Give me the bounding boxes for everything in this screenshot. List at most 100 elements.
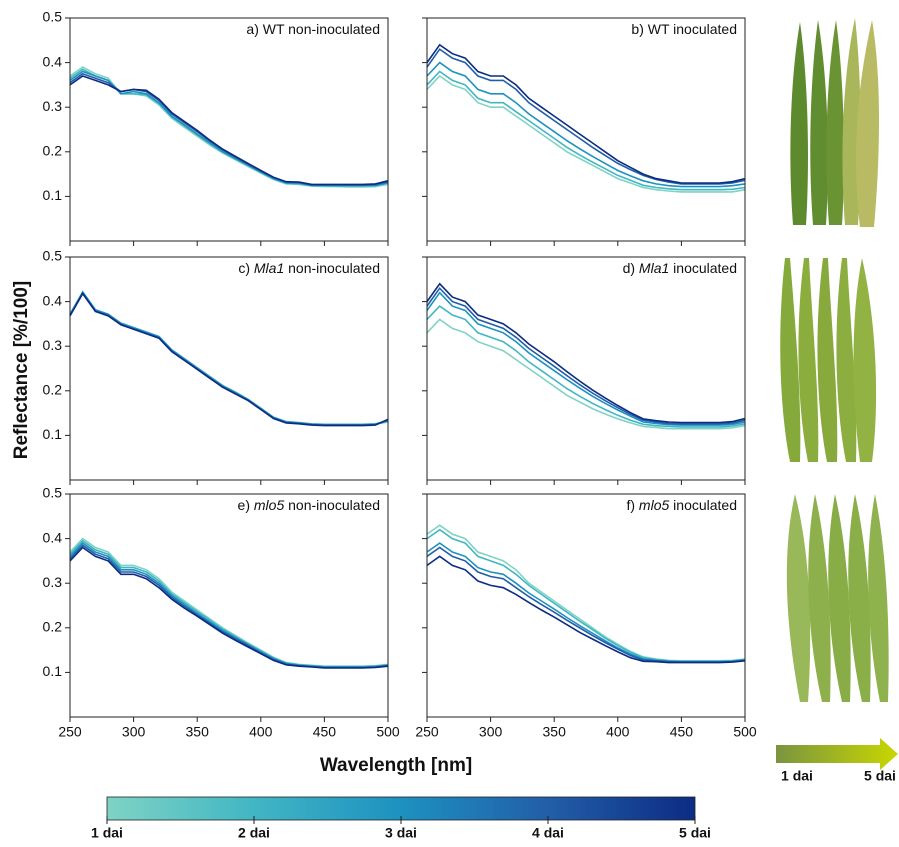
panel-label: e) mlo5 non-inoculated bbox=[238, 497, 380, 513]
colorbar-label: 4 dai bbox=[532, 825, 564, 841]
y-tick-label: 0.4 bbox=[43, 529, 63, 545]
leaf bbox=[842, 18, 861, 225]
leaf bbox=[826, 20, 844, 225]
spectrum-line bbox=[426, 70, 746, 191]
plot-frame bbox=[69, 493, 389, 718]
panel-label-part: non-inoculated bbox=[284, 497, 380, 513]
leaf bbox=[810, 20, 828, 225]
arrow-start-label: 1 dai bbox=[781, 768, 813, 784]
x-tick-label: 400 bbox=[249, 724, 273, 740]
spectrum-line bbox=[69, 546, 389, 669]
colorbar-label: 5 dai bbox=[679, 825, 711, 841]
x-tick-label: 450 bbox=[670, 724, 694, 740]
x-axis-label: Wavelength [nm] bbox=[320, 755, 472, 776]
leaf bbox=[853, 258, 877, 462]
panel-label: a) WT non-inoculated bbox=[246, 21, 380, 37]
spectrum-line bbox=[69, 539, 389, 668]
leaf bbox=[808, 494, 831, 702]
colorbar-label: 2 dai bbox=[238, 825, 270, 841]
plot-frame bbox=[426, 493, 746, 718]
leaf bbox=[828, 494, 851, 702]
y-tick-label: 0.1 bbox=[43, 187, 63, 203]
spectrum-line bbox=[426, 291, 746, 426]
panel-label-part: mlo5 bbox=[639, 497, 670, 513]
leaf bbox=[798, 258, 819, 462]
spectrum-line bbox=[426, 43, 746, 184]
y-tick-label: 0.3 bbox=[43, 337, 63, 353]
leaf bbox=[848, 494, 871, 702]
panel-label-part: c) bbox=[238, 260, 254, 276]
spectrum-line bbox=[426, 555, 746, 664]
spectrum-line bbox=[426, 318, 746, 430]
panel-label-part: mlo5 bbox=[254, 497, 285, 513]
panel-label-part: b) WT inoculated bbox=[631, 21, 737, 37]
y-tick-label: 0.1 bbox=[43, 663, 63, 679]
y-tick-label: 0.3 bbox=[43, 98, 63, 114]
leaf bbox=[790, 22, 808, 225]
spectrum-line bbox=[426, 282, 746, 424]
x-tick-label: 350 bbox=[543, 724, 567, 740]
leaf bbox=[780, 258, 801, 462]
leaves-middle bbox=[780, 258, 877, 462]
panel-label-part: Mla1 bbox=[254, 260, 284, 276]
spectrum-line bbox=[69, 291, 389, 426]
spectrum-line bbox=[69, 537, 389, 667]
x-tick-label: 500 bbox=[376, 724, 400, 740]
x-tick-label: 250 bbox=[58, 724, 82, 740]
leaves-top bbox=[790, 18, 879, 227]
x-tick-label: 300 bbox=[122, 724, 146, 740]
y-tick-label: 0.5 bbox=[43, 248, 63, 264]
spectrum-line bbox=[426, 74, 746, 193]
spectrum-line bbox=[426, 305, 746, 428]
y-tick-label: 0.1 bbox=[43, 426, 63, 442]
spectrum-line bbox=[426, 524, 746, 662]
leaf bbox=[786, 494, 811, 702]
panel-label-part: a) WT non-inoculated bbox=[246, 21, 380, 37]
leaf bbox=[836, 258, 857, 462]
spectrum-line bbox=[426, 286, 746, 425]
y-tick-label: 0.5 bbox=[43, 9, 63, 25]
panel-label: b) WT inoculated bbox=[631, 21, 737, 37]
panel-label-part: non-inoculated bbox=[284, 260, 380, 276]
spectrum-line bbox=[69, 290, 389, 426]
leaf bbox=[856, 20, 879, 227]
y-tick-label: 0.2 bbox=[43, 382, 63, 398]
time-arrow bbox=[776, 738, 898, 770]
colorbar-label: 1 dai bbox=[91, 825, 123, 841]
panel-label-part: inoculated bbox=[669, 497, 737, 513]
plot-frame bbox=[69, 17, 389, 242]
panel-label: c) Mla1 non-inoculated bbox=[238, 260, 380, 276]
panel-label: d) Mla1 inoculated bbox=[623, 260, 737, 276]
arrow-end-label: 5 dai bbox=[864, 768, 896, 784]
x-tick-label: 250 bbox=[415, 724, 439, 740]
y-tick-label: 0.5 bbox=[43, 485, 63, 501]
spectrum-line bbox=[69, 66, 389, 188]
panel-label-part: f) bbox=[626, 497, 638, 513]
plot-frame bbox=[69, 256, 389, 481]
panel-label: f) mlo5 inoculated bbox=[626, 497, 737, 513]
colorbar-label: 3 dai bbox=[385, 825, 417, 841]
panel-label-part: d) bbox=[623, 260, 639, 276]
plot-frame bbox=[426, 256, 746, 481]
y-tick-label: 0.3 bbox=[43, 574, 63, 590]
x-tick-label: 350 bbox=[186, 724, 210, 740]
y-tick-label: 0.2 bbox=[43, 143, 63, 159]
spectrum-line bbox=[69, 292, 389, 427]
spectrum-line bbox=[69, 290, 389, 426]
x-tick-label: 300 bbox=[479, 724, 503, 740]
spectrum-line bbox=[69, 68, 389, 187]
y-tick-label: 0.2 bbox=[43, 619, 63, 635]
x-tick-label: 450 bbox=[313, 724, 337, 740]
leaves-bottom bbox=[786, 494, 889, 702]
spectrum-line bbox=[69, 75, 389, 186]
x-tick-label: 500 bbox=[733, 724, 757, 740]
x-tick-label: 400 bbox=[606, 724, 630, 740]
spectrum-line bbox=[426, 48, 746, 185]
spectrum-line bbox=[426, 542, 746, 663]
leaf bbox=[868, 494, 889, 702]
y-axis-label: Reflectance [%/100] bbox=[11, 281, 32, 459]
y-tick-label: 0.4 bbox=[43, 292, 63, 308]
plot-frame bbox=[426, 17, 746, 242]
leaf bbox=[817, 258, 838, 462]
